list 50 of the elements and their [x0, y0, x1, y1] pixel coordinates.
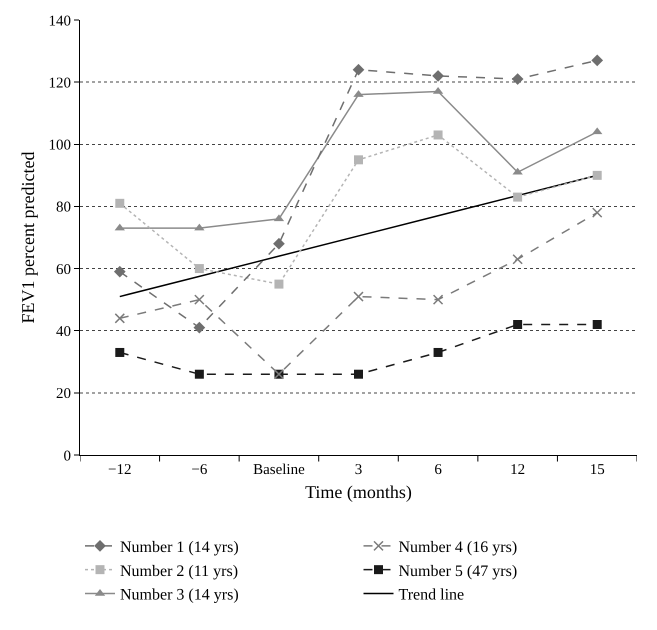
point: [194, 322, 206, 334]
point: [114, 266, 126, 278]
point: [194, 294, 205, 305]
y-tick-label: 120: [48, 75, 71, 92]
y-axis-title: FEV1 percent predicted: [18, 152, 38, 324]
point: [513, 320, 522, 329]
point: [354, 155, 363, 164]
y-tick-label: 80: [56, 200, 71, 216]
point: [274, 280, 284, 289]
point: [432, 294, 444, 305]
point: [592, 207, 602, 218]
point: [114, 313, 126, 324]
point: [115, 198, 124, 208]
point: [434, 348, 443, 357]
y-tick-label: 20: [56, 386, 71, 402]
point: [353, 291, 364, 302]
point: [512, 254, 523, 264]
x-tick-label: −12: [108, 462, 132, 478]
legend-label: Number 3 (14 yrs): [120, 586, 239, 604]
x-tick-label: 15: [590, 462, 605, 478]
point: [194, 370, 204, 379]
x-axis-title: Time (months): [305, 482, 412, 502]
x-tick-label: 12: [510, 462, 526, 478]
x-tick-label: −6: [191, 462, 208, 478]
x-tick-label: 6: [434, 462, 442, 478]
y-tick-label: 100: [48, 138, 71, 154]
legend-label: Number 1 (14 yrs): [120, 539, 239, 556]
point: [273, 238, 285, 250]
legend-label: Number 4 (16 yrs): [398, 539, 518, 556]
y-tick-label: 0: [64, 448, 71, 464]
y-tick-label: 40: [56, 324, 71, 340]
point: [115, 348, 124, 357]
legend-label: Number 2 (11 yrs): [120, 562, 238, 580]
point: [591, 54, 604, 66]
y-tick-label: 60: [56, 262, 71, 278]
point: [592, 320, 602, 329]
point: [432, 70, 444, 82]
legend-label: Trend line: [398, 586, 464, 604]
point: [354, 370, 363, 379]
point: [513, 192, 522, 202]
point: [194, 264, 204, 274]
x-tick-label: 3: [354, 462, 362, 478]
point: [512, 73, 524, 85]
x-tick-label: Baseline: [253, 462, 306, 478]
y-tick-label: 140: [48, 13, 71, 30]
legend-label: Number 5 (47 yrs): [398, 562, 518, 580]
point: [434, 130, 443, 140]
point: [592, 170, 602, 180]
point: [592, 127, 602, 134]
point: [352, 64, 364, 76]
